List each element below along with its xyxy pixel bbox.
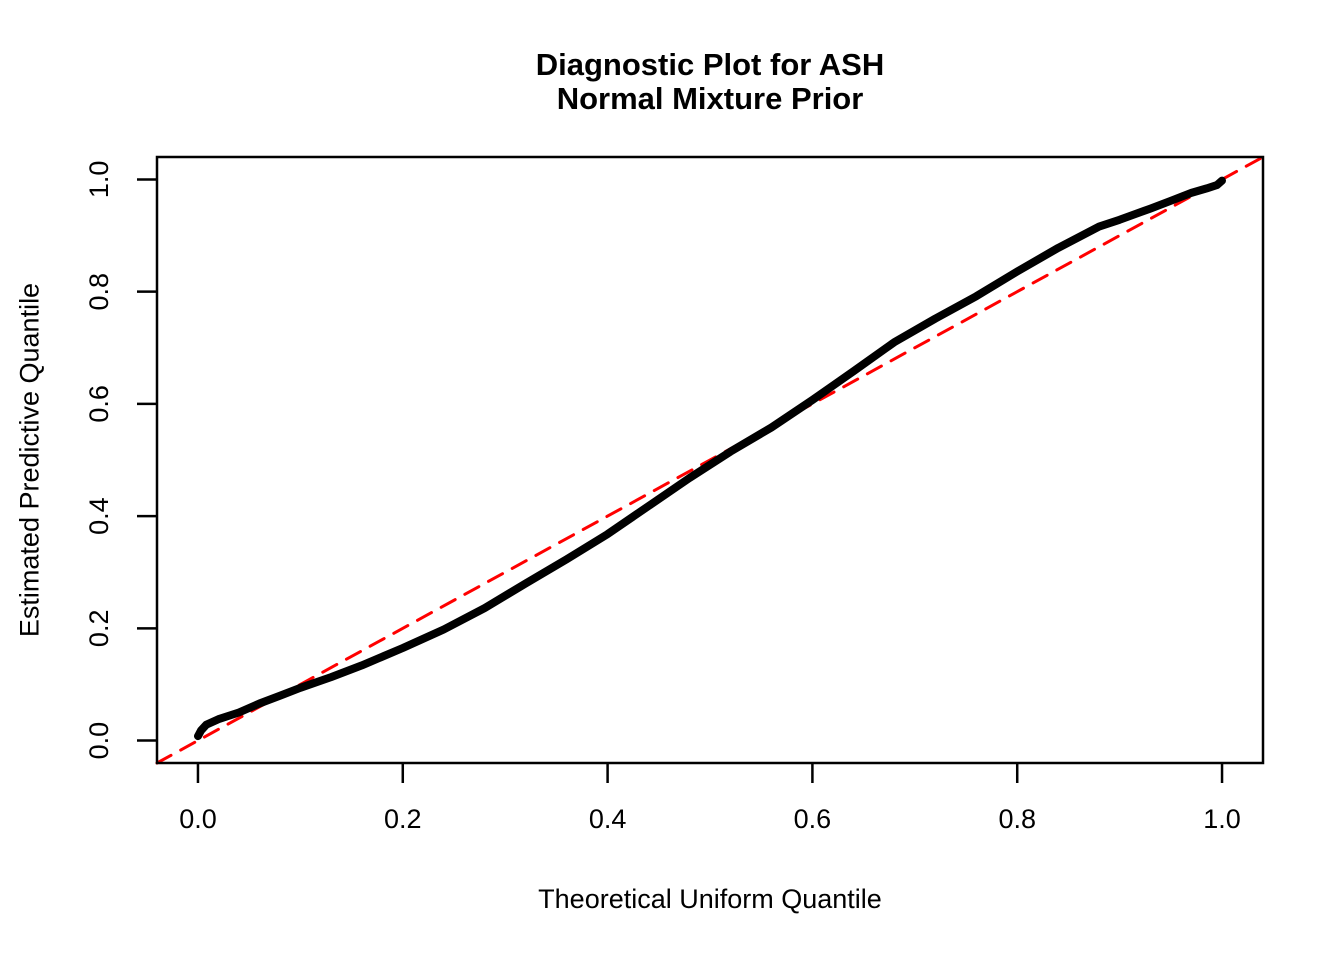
y-tick-label: 0.2 [84, 610, 114, 648]
x-tick-label: 0.8 [998, 804, 1036, 834]
y-tick-label: 0.8 [84, 273, 114, 311]
estimated-predictive-quantile-curve [194, 176, 1226, 741]
y-tick-label: 0.4 [84, 497, 114, 535]
reference-diagonal [155, 155, 1265, 765]
x-tick-label: 0.4 [589, 804, 627, 834]
x-tick-label: 0.6 [794, 804, 832, 834]
y-tick-label: 0.6 [84, 385, 114, 423]
plot-border [155, 155, 1265, 765]
x-tick-label: 1.0 [1203, 804, 1241, 834]
x-tick-label: 0.0 [179, 804, 217, 834]
x-tick-label: 0.2 [384, 804, 422, 834]
y-tick-label: 1.0 [84, 161, 114, 199]
y-tick-label: 0.0 [84, 722, 114, 760]
